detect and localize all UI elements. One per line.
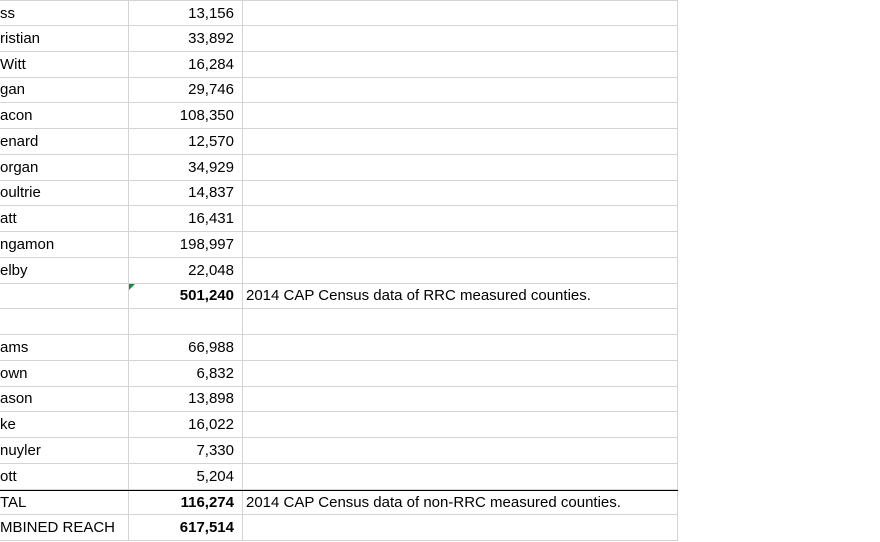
table-row: ason 13,898 (0, 386, 678, 413)
cell-total[interactable]: 116,274 (129, 490, 243, 515)
table-row: organ 34,929 (0, 154, 678, 181)
cell-county[interactable]: enard (0, 129, 129, 154)
subtotal-value: 501,240 (179, 287, 234, 305)
cell-county[interactable]: Witt (0, 51, 129, 77)
table-row-total: TAL 116,274 2014 CAP Census data of non-… (0, 489, 678, 516)
table-row: att 16,431 (0, 206, 678, 232)
cell-county[interactable]: acon (0, 103, 129, 128)
cell-county[interactable]: ams (0, 335, 129, 360)
table-row: oultrie 14,837 (0, 180, 678, 207)
cell-note[interactable] (243, 154, 678, 180)
table-row-combined: MBINED REACH 617,514 (0, 515, 678, 541)
cell-note[interactable] (243, 77, 678, 103)
cell-note[interactable] (243, 103, 678, 128)
cell-population[interactable]: 16,284 (129, 51, 243, 77)
cell-population[interactable]: 108,350 (129, 103, 243, 128)
cell-population[interactable]: 34,929 (129, 154, 243, 180)
cell-note[interactable] (243, 412, 678, 437)
table-row: Witt 16,284 (0, 51, 678, 78)
cell-population[interactable]: 13,156 (129, 1, 243, 25)
cell-combined-label[interactable]: MBINED REACH (0, 515, 129, 540)
cell-population[interactable]: 66,988 (129, 335, 243, 360)
cell-note[interactable] (243, 1, 678, 25)
cell-population[interactable]: 22,048 (129, 257, 243, 283)
error-indicator-icon[interactable] (129, 283, 135, 290)
cell-population[interactable]: 16,431 (129, 206, 243, 231)
cell-county[interactable]: own (0, 360, 129, 386)
table-row: acon 108,350 (0, 103, 678, 129)
table-row: ams 66,988 (0, 335, 678, 361)
table-row: ristian 33,892 (0, 26, 678, 52)
cell-note[interactable] (243, 515, 678, 540)
cell-county[interactable]: oultrie (0, 180, 129, 206)
table-row: nuyler 7,330 (0, 438, 678, 464)
cell-county[interactable]: organ (0, 154, 129, 180)
cell-note[interactable] (243, 335, 678, 360)
cell-note[interactable] (243, 51, 678, 77)
table-row: own 6,832 (0, 360, 678, 387)
cell-population[interactable] (129, 309, 243, 334)
cell-county[interactable] (0, 309, 129, 334)
cell-note[interactable]: 2014 CAP Census data of RRC measured cou… (243, 283, 678, 309)
table-row: elby 22,048 (0, 257, 678, 284)
table-row: ke 16,022 (0, 412, 678, 438)
cell-note[interactable] (243, 309, 678, 334)
cell-county[interactable]: att (0, 206, 129, 231)
cell-note[interactable] (243, 386, 678, 412)
cell-population[interactable]: 7,330 (129, 438, 243, 463)
cell-population[interactable]: 12,570 (129, 129, 243, 154)
cell-note[interactable] (243, 180, 678, 206)
cell-county[interactable]: ngamon (0, 232, 129, 257)
cell-note[interactable] (243, 129, 678, 154)
cell-note[interactable] (243, 26, 678, 51)
cell-subtotal[interactable]: 501,240 (129, 283, 243, 309)
cell-county[interactable]: ss (0, 1, 129, 25)
cell-population[interactable]: 29,746 (129, 77, 243, 103)
cell-county[interactable]: gan (0, 77, 129, 103)
cell-population[interactable]: 16,022 (129, 412, 243, 437)
table-row: ngamon 198,997 (0, 232, 678, 258)
cell-combined-total[interactable]: 617,514 (129, 515, 243, 540)
cell-note[interactable]: 2014 CAP Census data of non-RRC measured… (243, 490, 678, 515)
cell-county[interactable]: ason (0, 386, 129, 412)
cell-note[interactable] (243, 206, 678, 231)
spreadsheet-grid: ss 13,156 ristian 33,892 Witt 16,284 gan… (0, 0, 678, 541)
cell-county[interactable]: elby (0, 257, 129, 283)
cell-note[interactable] (243, 438, 678, 463)
cell-population[interactable]: 5,204 (129, 463, 243, 489)
table-row (0, 309, 678, 335)
table-row: gan 29,746 (0, 77, 678, 104)
cell-population[interactable]: 33,892 (129, 26, 243, 51)
cell-note[interactable] (243, 360, 678, 386)
cell-note[interactable] (243, 257, 678, 283)
cell-county[interactable] (0, 283, 129, 309)
table-row-subtotal: 501,240 2014 CAP Census data of RRC meas… (0, 283, 678, 310)
cell-total-label[interactable]: TAL (0, 490, 129, 515)
cell-county[interactable]: ristian (0, 26, 129, 51)
table-row: ss 13,156 (0, 0, 678, 26)
cell-note[interactable] (243, 463, 678, 489)
cell-population[interactable]: 13,898 (129, 386, 243, 412)
table-row: enard 12,570 (0, 129, 678, 155)
cell-population[interactable]: 198,997 (129, 232, 243, 257)
cell-note[interactable] (243, 232, 678, 257)
cell-population[interactable]: 14,837 (129, 180, 243, 206)
cell-county[interactable]: ke (0, 412, 129, 437)
cell-county[interactable]: nuyler (0, 438, 129, 463)
cell-county[interactable]: ott (0, 463, 129, 489)
cell-population[interactable]: 6,832 (129, 360, 243, 386)
table-row: ott 5,204 (0, 463, 678, 490)
